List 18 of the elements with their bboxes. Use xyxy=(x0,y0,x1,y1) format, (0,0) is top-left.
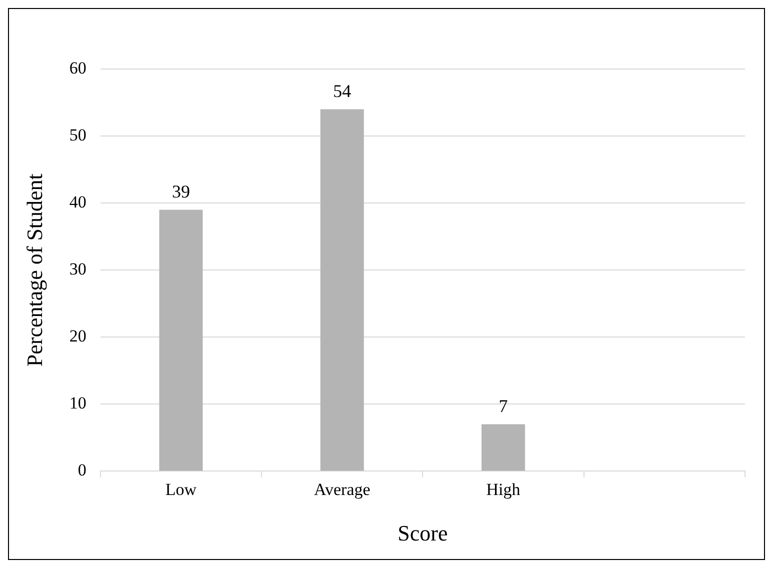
y-tick-label: 20 xyxy=(69,326,86,346)
y-tick-label: 50 xyxy=(69,126,86,144)
x-tick-label: Average xyxy=(314,480,370,499)
bar xyxy=(482,424,526,471)
x-axis-title: Score xyxy=(398,520,448,546)
y-tick-label: 40 xyxy=(69,192,86,212)
bar xyxy=(320,109,364,471)
x-tick-label: Low xyxy=(165,480,198,499)
y-axis-title: Percentage of Student xyxy=(22,174,47,367)
data-label: 39 xyxy=(172,182,190,202)
x-tick-label: High xyxy=(486,480,521,499)
data-label: 7 xyxy=(498,396,508,416)
y-tick-label: 10 xyxy=(69,394,86,413)
bar xyxy=(159,210,203,471)
data-label: 54 xyxy=(333,80,352,101)
y-tick-label: 30 xyxy=(69,260,86,279)
y-tick-label: 0 xyxy=(78,460,86,480)
y-tick-label: 60 xyxy=(69,58,86,78)
